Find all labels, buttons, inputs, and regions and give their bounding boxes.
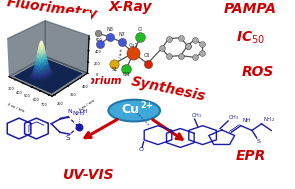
Point <box>159 47 164 50</box>
Point <box>178 54 183 57</box>
Text: Cl: Cl <box>138 27 143 32</box>
Text: Synthesis: Synthesis <box>130 74 207 104</box>
Text: S: S <box>257 139 261 144</box>
Y-axis label: λ ex / nm: λ ex / nm <box>78 98 96 112</box>
Point <box>138 35 143 38</box>
X-axis label: λ ex / nm: λ ex / nm <box>7 103 25 114</box>
Text: NH: NH <box>242 118 251 123</box>
Text: S1: S1 <box>111 67 118 72</box>
Text: EPR: EPR <box>236 149 266 163</box>
Text: UV-VIS: UV-VIS <box>62 168 114 182</box>
Text: CH$_3$: CH$_3$ <box>228 113 239 122</box>
Text: N7: N7 <box>118 32 125 37</box>
Text: Fluorimetry: Fluorimetry <box>6 0 99 22</box>
Text: Cl1: Cl1 <box>122 72 130 77</box>
Text: Cu: Cu <box>122 103 140 116</box>
Point <box>124 67 129 70</box>
Text: O: O <box>139 147 144 152</box>
Text: S: S <box>65 135 70 141</box>
Point <box>199 43 204 46</box>
Text: CH$_3$: CH$_3$ <box>191 111 202 120</box>
Text: Cu1: Cu1 <box>129 43 138 48</box>
Text: N: N <box>68 109 72 114</box>
Ellipse shape <box>109 100 160 122</box>
Text: 2+: 2+ <box>140 101 153 110</box>
Text: IC$_{50}$: IC$_{50}$ <box>236 30 265 46</box>
Point <box>76 125 81 128</box>
Text: ROS: ROS <box>242 65 274 79</box>
Point <box>192 38 197 41</box>
Text: O1: O1 <box>144 53 151 58</box>
Point <box>166 55 171 58</box>
Text: NH$_2$: NH$_2$ <box>263 115 275 124</box>
Text: Solution equilibrium: Solution equilibrium <box>3 76 122 86</box>
Text: X-Ray: X-Ray <box>109 0 153 14</box>
Point <box>98 43 103 46</box>
Point <box>107 35 112 38</box>
Text: NH$_2$: NH$_2$ <box>72 109 85 118</box>
Point <box>131 51 136 54</box>
Point <box>145 62 150 65</box>
Text: OH: OH <box>80 109 88 114</box>
Point <box>178 36 183 39</box>
Point <box>185 44 190 47</box>
Text: N8: N8 <box>106 27 113 32</box>
Point <box>96 32 100 35</box>
Point <box>185 44 190 47</box>
Point <box>166 37 171 40</box>
Point <box>119 41 124 44</box>
Point <box>112 62 117 65</box>
Point <box>192 56 197 59</box>
Text: PAMPA: PAMPA <box>224 2 277 16</box>
Point <box>199 51 204 54</box>
